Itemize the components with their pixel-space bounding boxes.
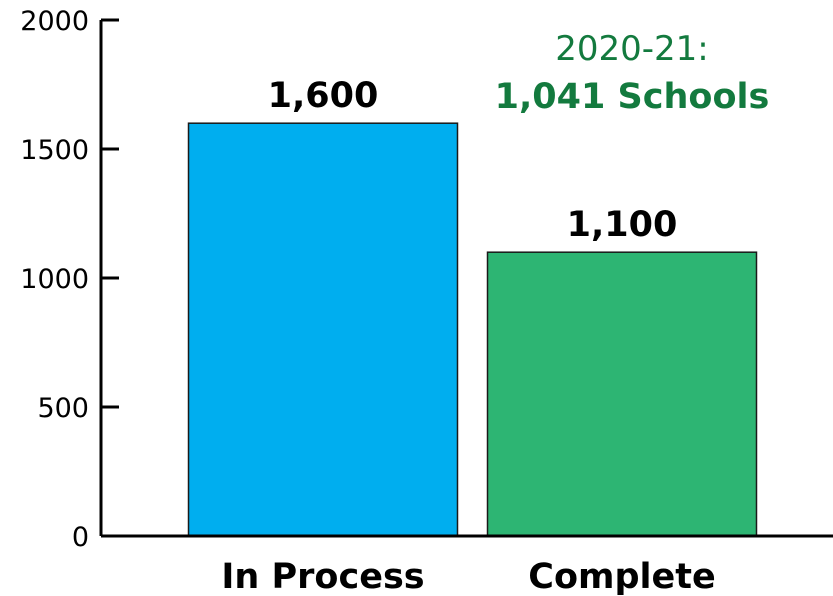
annotation: 2020-21: 1,041 Schools [495, 29, 770, 117]
y-tick-label: 1000 [20, 264, 89, 295]
bar-in-process [187, 122, 459, 537]
data-label: 1,600 [268, 76, 379, 116]
bars: 1,600 1,100 [187, 76, 758, 537]
y-tick-label: 0 [72, 522, 89, 553]
bar-complete [486, 251, 758, 537]
data-label: 1,100 [567, 205, 678, 245]
y-tick-label: 2000 [20, 6, 89, 37]
x-category-label: In Process [221, 557, 424, 596]
y-tick-label: 1500 [20, 135, 89, 166]
y-tick-label: 500 [37, 393, 89, 424]
annotation-year: 2020-21: [555, 29, 709, 69]
annotation-schools: 1,041 Schools [495, 77, 770, 117]
y-axis: 0 500 1000 1500 2000 [20, 6, 119, 553]
x-axis: In Process Complete [101, 534, 833, 596]
x-category-label: Complete [528, 557, 715, 596]
